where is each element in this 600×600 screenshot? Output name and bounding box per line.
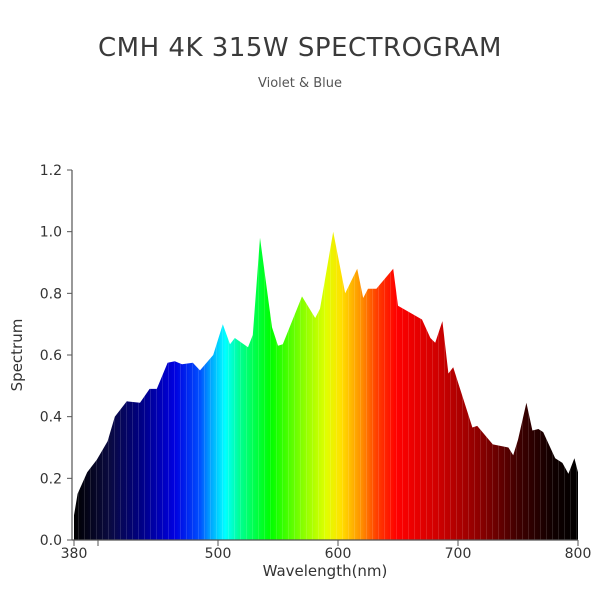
y-tick-label: 0.0 (40, 533, 62, 549)
x-tick-label: 380 (61, 546, 88, 562)
y-tick-label: 0.8 (40, 286, 62, 302)
x-axis-label: Wavelength(nm) (263, 562, 388, 580)
x-tick-label: 600 (325, 546, 352, 562)
y-tick-label: 0.6 (40, 348, 62, 364)
chart-subtitle: Violet & Blue (257, 76, 343, 91)
spectrum-stripes (74, 231, 578, 540)
y-tick-label: 0.4 (40, 410, 62, 426)
y-tick-label: 1.0 (40, 225, 62, 241)
chart-title: CMH 4K 315W SPECTROGRAM (98, 33, 502, 63)
y-tick-label: 0.2 (40, 471, 62, 487)
x-tick-label: 800 (565, 546, 592, 562)
x-tick-label: 500 (205, 546, 232, 562)
y-axis-label: Spectrum (8, 319, 26, 392)
x-tick-label: 700 (445, 546, 472, 562)
y-tick-label: 1.2 (40, 163, 62, 179)
